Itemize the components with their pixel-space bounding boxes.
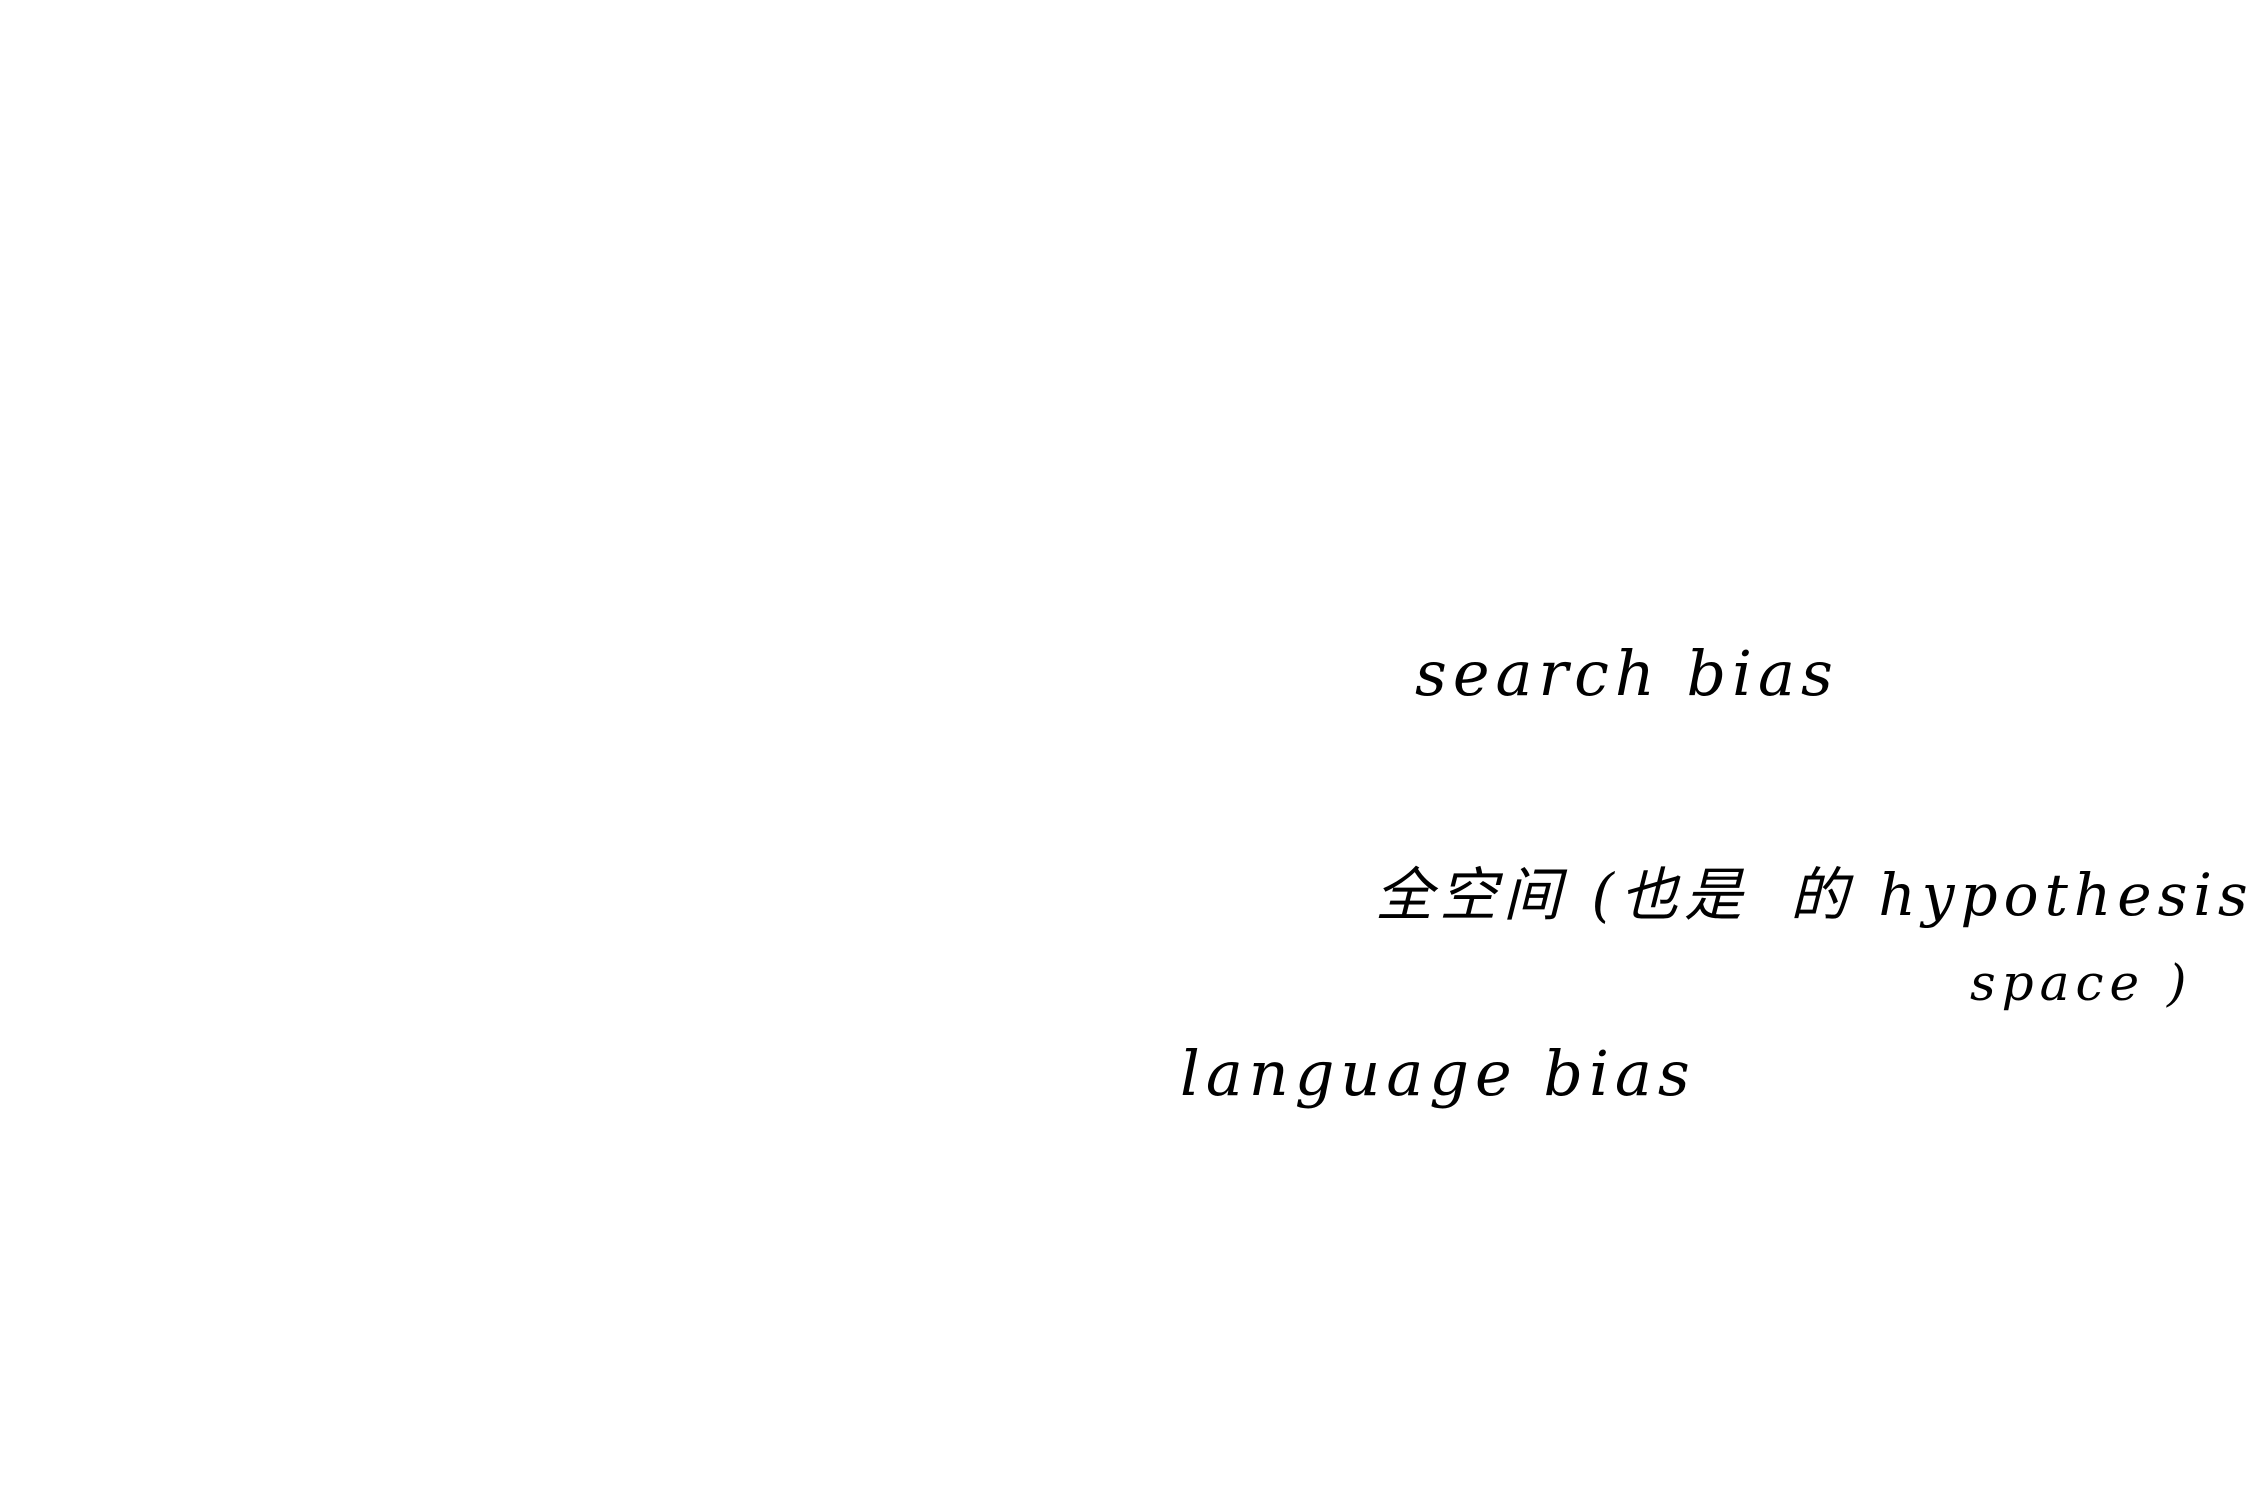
- full-space-circle-start-hook: [930, 540, 1036, 600]
- language-bias-circle-start-tick: [958, 741, 1012, 748]
- search-bias-circle: [1118, 570, 1290, 776]
- language-bias-label: language bias: [1180, 1037, 1696, 1110]
- hypothesis-space-label: space ): [1970, 954, 2192, 1012]
- full-space-leader: [1225, 855, 1345, 878]
- full-space-label: 全空间 (也是: [1375, 861, 1748, 929]
- search-bias-arrow-head: [1748, 862, 1780, 905]
- full-space-circle: [879, 488, 1326, 930]
- search-bias-circle-hook: [1190, 568, 1212, 578]
- search-bias-leader: [1245, 670, 1385, 687]
- language-bias-leader: [1095, 1040, 1170, 1082]
- search-bias-label: search bias: [1415, 637, 1839, 710]
- hypothesis-label: 的 hypothesis: [1790, 861, 2254, 929]
- language-bias-circle: [769, 695, 1173, 1145]
